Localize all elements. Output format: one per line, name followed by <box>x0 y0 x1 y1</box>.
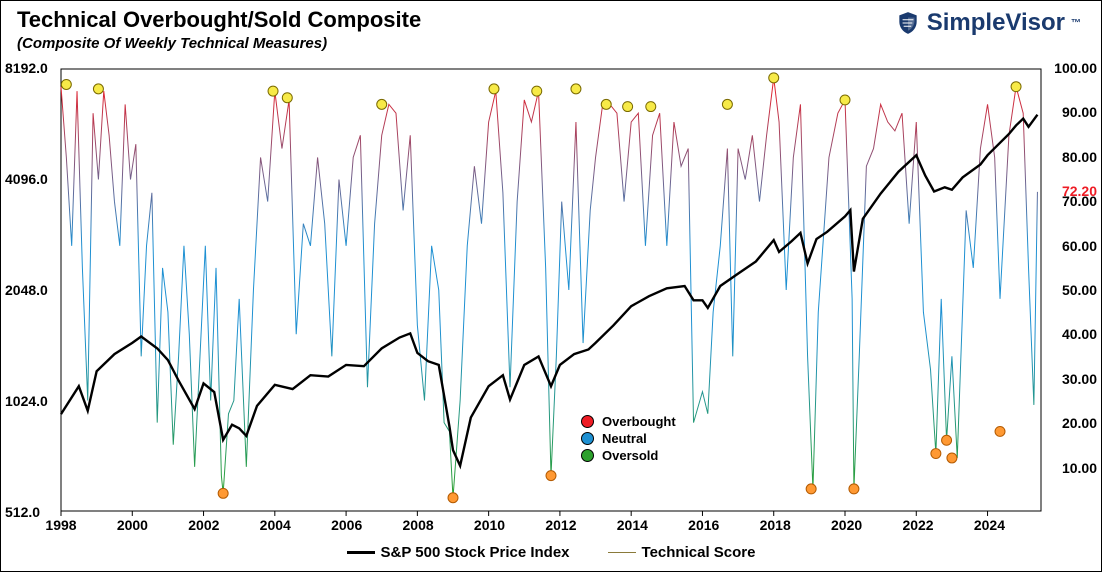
legend-label: Overbought <box>602 414 676 429</box>
chart-subtitle: (Composite Of Weekly Technical Measures) <box>17 35 421 52</box>
brand-logo: SimpleVisor ™ <box>895 9 1081 37</box>
x-tick-label: 2008 <box>403 517 434 533</box>
x-tick-label: 2014 <box>617 517 648 533</box>
oversold-dot-icon <box>581 449 594 462</box>
title-block: Technical Overbought/Sold Composite (Com… <box>17 7 421 52</box>
chart-title: Technical Overbought/Sold Composite <box>17 7 421 33</box>
legend-label: Oversold <box>602 448 658 463</box>
y-left-tick-label: 1024.0 <box>5 393 59 409</box>
overbought-dot-icon <box>581 415 594 428</box>
x-tick-label: 2012 <box>545 517 576 533</box>
y-right-tick-label: 60.00 <box>1043 238 1097 254</box>
y-right-tick-label: 80.00 <box>1043 149 1097 165</box>
legend-label: Technical Score <box>642 544 756 561</box>
brand-tm: ™ <box>1071 18 1081 29</box>
plot-area <box>61 69 1041 511</box>
x-tick-label: 2016 <box>688 517 719 533</box>
y-right-tick-label: 70.00 <box>1043 193 1097 209</box>
series-legend: S&P 500 Stock Price Index Technical Scor… <box>1 544 1101 561</box>
y-left-tick-label: 8192.0 <box>5 60 59 76</box>
x-tick-label: 2006 <box>331 517 362 533</box>
y-left-tick-label: 4096.0 <box>5 171 59 187</box>
legend-label: Neutral <box>602 431 647 446</box>
x-tick-label: 2004 <box>260 517 291 533</box>
x-tick-label: 2024 <box>974 517 1005 533</box>
legend-sp500: S&P 500 Stock Price Index <box>347 544 570 561</box>
y-right-tick-label: 100.00 <box>1043 60 1097 76</box>
y-left-tick-label: 2048.0 <box>5 282 59 298</box>
y-right-current-value: 72.20 <box>1043 183 1097 199</box>
x-tick-label: 2010 <box>474 517 505 533</box>
x-tick-label: 2020 <box>831 517 862 533</box>
x-tick-label: 2022 <box>902 517 933 533</box>
x-tick-label: 2018 <box>760 517 791 533</box>
x-tick-label: 2000 <box>117 517 148 533</box>
y-right-tick-label: 30.00 <box>1043 371 1097 387</box>
legend-label: S&P 500 Stock Price Index <box>381 544 570 561</box>
techscore-swatch-icon <box>608 552 636 553</box>
shield-icon <box>895 10 921 36</box>
legend-overbought: Overbought <box>581 414 676 429</box>
x-tick-label: 2002 <box>188 517 219 533</box>
legend-oversold: Oversold <box>581 448 676 463</box>
neutral-dot-icon <box>581 432 594 445</box>
y-right-tick-label: 90.00 <box>1043 104 1097 120</box>
sp500-swatch-icon <box>347 551 375 554</box>
x-tick-label: 1998 <box>45 517 76 533</box>
y-right-tick-label: 20.00 <box>1043 415 1097 431</box>
y-right-tick-label: 50.00 <box>1043 282 1097 298</box>
status-dot-legend: Overbought Neutral Oversold <box>581 414 676 465</box>
brand-text: SimpleVisor <box>927 9 1065 37</box>
legend-techscore: Technical Score <box>608 544 756 561</box>
legend-neutral: Neutral <box>581 431 676 446</box>
y-right-tick-label: 40.00 <box>1043 326 1097 342</box>
y-right-tick-label: 10.00 <box>1043 460 1097 476</box>
chart-container: Technical Overbought/Sold Composite (Com… <box>0 0 1102 572</box>
chart-svg <box>61 69 1041 511</box>
